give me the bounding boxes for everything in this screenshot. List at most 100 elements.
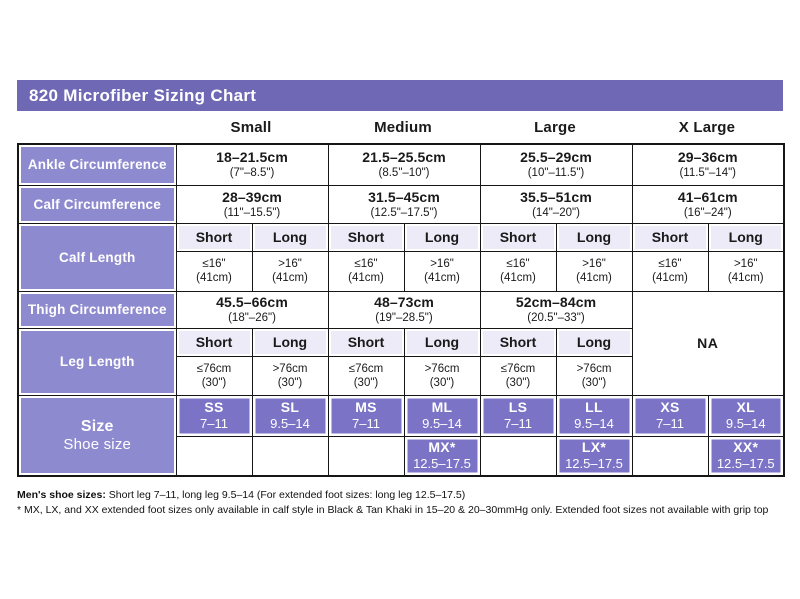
cell-size-lx: LX* 12.5–17.5 (555, 435, 633, 477)
footnote-mens-shoe-sizes: Men's shoe sizes: Short leg 7–11, long l… (17, 488, 783, 503)
leglength-value: >76cm (272, 362, 308, 375)
size-range: 12.5–17.5 (565, 456, 623, 472)
cell-calflength-medium-long: >16" (41cm) (403, 250, 481, 292)
row-label-size: Size Shoe size (17, 394, 177, 477)
cell-leglength-medium-long: >76cm (30") (403, 355, 481, 396)
cell-leglength-small-short: ≤76cm (30") (175, 355, 253, 396)
row-leg-length-values: ≤76cm (30") >76cm (30") ≤76cm (30") >76c… (18, 355, 784, 396)
subheader-leg-medium-long: Long (403, 327, 481, 357)
calfcirc-xlarge-inches: (16"–24") (683, 206, 732, 219)
ankle-medium-cm: 21.5–25.5cm (362, 149, 446, 166)
subheader-calf-large-short: Short (479, 222, 557, 252)
calflength-value: ≤16" (506, 258, 530, 270)
sizing-chart: 820 Microfiber Sizing Chart Small Medium… (17, 80, 785, 517)
row-ankle-circumference: Ankle Circumference 18–21.5cm (7"–8.5") … (17, 143, 785, 186)
column-header-small: Small (230, 118, 272, 136)
ankle-xlarge-cm: 29–36cm (677, 149, 738, 166)
thigh-large-cm: 52cm–84cm (515, 294, 597, 310)
cell-ankle-large: 25.5–29cm (10"–11.5") (479, 143, 633, 186)
leglength-value: ≤76cm (348, 362, 384, 375)
row-label-thigh-circumference: Thigh Circumference (17, 290, 177, 329)
cell-size-ss: SS 7–11 (175, 394, 253, 437)
size-code: SS (204, 399, 224, 415)
calflength-value: >16" (733, 258, 758, 270)
footnotes: Men's shoe sizes: Short leg 7–11, long l… (17, 488, 783, 517)
calflength-value: >16" (430, 258, 454, 270)
calflength-value: >16" (278, 258, 302, 270)
subheader-leg-small-short: Short (175, 327, 253, 357)
calfcirc-small-cm: 28–39cm (222, 188, 282, 205)
cell-leglength-large-long: >76cm (30") (555, 355, 633, 396)
cell-size-xl: XL 9.5–14 (707, 394, 785, 437)
ankle-large-cm: 25.5–29cm (520, 149, 592, 166)
shoe-size-label: Shoe size (63, 435, 132, 453)
leglength-inches: (30") (201, 376, 227, 389)
subheader-calf-large-long: Long (555, 222, 633, 252)
size-range: 9.5–14 (422, 416, 462, 431)
subheader-leg-large-long: Long (555, 327, 633, 357)
title-bar: 820 Microfiber Sizing Chart (17, 80, 783, 111)
cell-calflength-medium-short: ≤16" (41cm) (327, 250, 405, 292)
size-code: ML (431, 399, 453, 415)
leglength-inches: (30") (277, 376, 303, 389)
row-thigh-circumference: Thigh Circumference 45.5–66cm (18"–26") … (17, 290, 785, 396)
cell-calflength-xlarge-long: >16" (41cm) (707, 250, 785, 292)
size-label: Size (80, 417, 114, 435)
cell-calflength-xlarge-short: ≤16" (41cm) (631, 250, 709, 292)
cell-size-ll: LL 9.5–14 (555, 394, 633, 437)
calfcirc-small-inches: (11"–15.5") (223, 206, 281, 219)
leglength-inches: (30") (581, 376, 607, 389)
calflength-cm: (41cm) (196, 272, 232, 284)
cell-thigh-small: 45.5–66cm (18"–26") (175, 290, 329, 329)
calfcirc-medium-cm: 31.5–45cm (368, 188, 440, 205)
thigh-small-inches: (18"–26") (228, 312, 276, 324)
size-range: 9.5–14 (574, 416, 614, 431)
cell-calfcirc-xlarge: 41–61cm (16"–24") (631, 184, 785, 224)
cell-xlarge-na: NA (631, 290, 785, 396)
size-code: LL (585, 399, 603, 415)
size-range: 7–11 (200, 416, 228, 431)
thigh-small-cm: 45.5–66cm (216, 294, 288, 310)
calflength-cm: (41cm) (348, 272, 384, 284)
size-code: XS (660, 399, 680, 415)
leglength-inches: (30") (505, 376, 531, 389)
size-column-headers: Small Medium Large X Large (17, 111, 783, 143)
size-code: XX* (733, 439, 759, 456)
calflength-cm: (41cm) (424, 272, 460, 284)
leglength-value: ≤76cm (500, 362, 536, 375)
cell-calflength-small-short: ≤16" (41cm) (175, 250, 253, 292)
empty-cell (175, 435, 253, 477)
ankle-medium-inches: (8.5"–10") (378, 167, 430, 180)
calfcirc-xlarge-cm: 41–61cm (677, 188, 738, 205)
subheader-calf-xlarge-short: Short (631, 222, 709, 252)
size-code: LS (508, 399, 528, 415)
cell-ankle-medium: 21.5–25.5cm (8.5"–10") (327, 143, 481, 186)
cell-ankle-xlarge: 29–36cm (11.5"–14") (631, 143, 785, 186)
size-range: 12.5–17.5 (716, 456, 775, 472)
calflength-value: ≤16" (202, 258, 226, 270)
ankle-small-cm: 18–21.5cm (216, 149, 288, 166)
leglength-inches: (30") (353, 376, 379, 389)
cell-calfcirc-medium: 31.5–45cm (12.5"–17.5") (327, 184, 481, 224)
calflength-value: >16" (582, 258, 606, 270)
empty-cell (251, 435, 329, 477)
leglength-value: >76cm (576, 362, 612, 375)
cell-calfcirc-large: 35.5–51cm (14"–20") (479, 184, 633, 224)
size-code: MS (355, 399, 377, 415)
row-size-codes: Size Shoe size SS 7–11 SL 9.5–14 MS 7–11… (17, 394, 785, 477)
calfcirc-large-cm: 35.5–51cm (520, 188, 592, 205)
cell-leglength-large-short: ≤76cm (30") (479, 355, 557, 396)
calflength-cm: (41cm) (576, 272, 612, 284)
cell-thigh-medium: 48–73cm (19"–28.5") (327, 290, 481, 329)
row-label-leg-length: Leg Length (17, 327, 177, 396)
size-code: MX* (428, 439, 456, 456)
footnote-label: Men's shoe sizes: (17, 489, 106, 501)
size-range: 12.5–17.5 (413, 456, 471, 472)
calflength-cm: (41cm) (272, 272, 308, 284)
column-header-medium: Medium (374, 118, 432, 136)
size-range: 7–11 (352, 416, 380, 431)
ankle-xlarge-inches: (11.5"–14") (679, 167, 737, 180)
ankle-large-inches: (10"–11.5") (527, 167, 585, 180)
sizing-table: Ankle Circumference 18–21.5cm (7"–8.5") … (17, 143, 785, 477)
